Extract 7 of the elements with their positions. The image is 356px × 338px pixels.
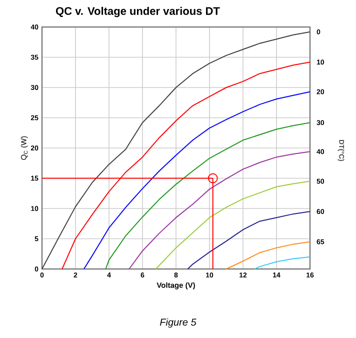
caption: Figure 5 (160, 318, 196, 328)
line-series (187, 211, 310, 270)
line-series (254, 256, 310, 270)
line-series (83, 91, 310, 270)
line-series (226, 241, 310, 270)
chart-title: QC v. Voltage under various DT (56, 6, 220, 18)
line-series (128, 151, 310, 270)
